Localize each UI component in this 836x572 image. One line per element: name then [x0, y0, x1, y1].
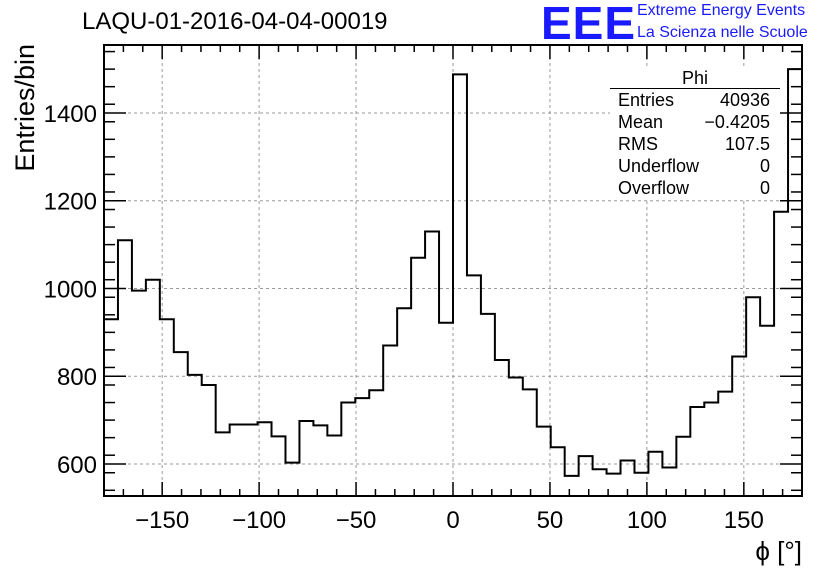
- chart-title: LAQU-01-2016-04-04-00019: [82, 8, 388, 35]
- stats-box: Phi Entries 40936 Mean −0.4205 RMS 107.5…: [610, 68, 780, 199]
- y-tick-label: 1000: [44, 276, 97, 303]
- x-tick-label: −150: [135, 507, 189, 534]
- stats-title: Phi: [610, 68, 780, 89]
- stats-label: RMS: [618, 134, 658, 154]
- stats-row: Entries 40936: [610, 89, 780, 111]
- stats-value: 0: [759, 156, 770, 176]
- logo-caption-line1: Extreme Energy Events: [637, 2, 806, 19]
- x-axis-label: ϕ [°]: [755, 536, 802, 566]
- x-tick-label: 50: [537, 507, 564, 534]
- x-tick-label: 150: [724, 507, 764, 534]
- logo-caption-line2: La Scienza nelle Scuole: [637, 24, 808, 41]
- y-tick-label: 600: [57, 452, 97, 479]
- x-tick-label: 0: [446, 507, 459, 534]
- y-tick-label: 800: [57, 364, 97, 391]
- y-tick-label: 1200: [44, 189, 97, 216]
- stats-value: −0.4205: [704, 112, 770, 132]
- axis-tick-labels: −150 −100 −50 0 50 100 150 600 800 1000 1200 1400: [44, 101, 764, 534]
- stats-label: Underflow: [618, 156, 700, 176]
- histogram-line: [104, 68, 802, 477]
- stats-value: 40936: [719, 90, 770, 110]
- stats-label: Entries: [618, 90, 675, 110]
- stats-label: Overflow: [618, 178, 690, 198]
- stats-row: Overflow 0: [610, 177, 780, 199]
- stats-label: Mean: [618, 112, 664, 132]
- y-tick-label: 1400: [44, 101, 97, 128]
- x-tick-label: −50: [336, 507, 377, 534]
- stats-row: Mean −0.4205: [610, 111, 780, 133]
- axis-ticks: [103, 45, 803, 496]
- stats-value: 107.5: [724, 134, 770, 154]
- x-tick-label: −100: [232, 507, 286, 534]
- eee-logo: EEE: [541, 0, 637, 49]
- x-tick-label: 100: [627, 507, 667, 534]
- stats-row: Underflow 0: [610, 155, 780, 177]
- stats-row: RMS 107.5: [610, 133, 780, 155]
- stats-value: 0: [759, 178, 770, 198]
- y-axis-label: Entries/bin: [10, 44, 40, 172]
